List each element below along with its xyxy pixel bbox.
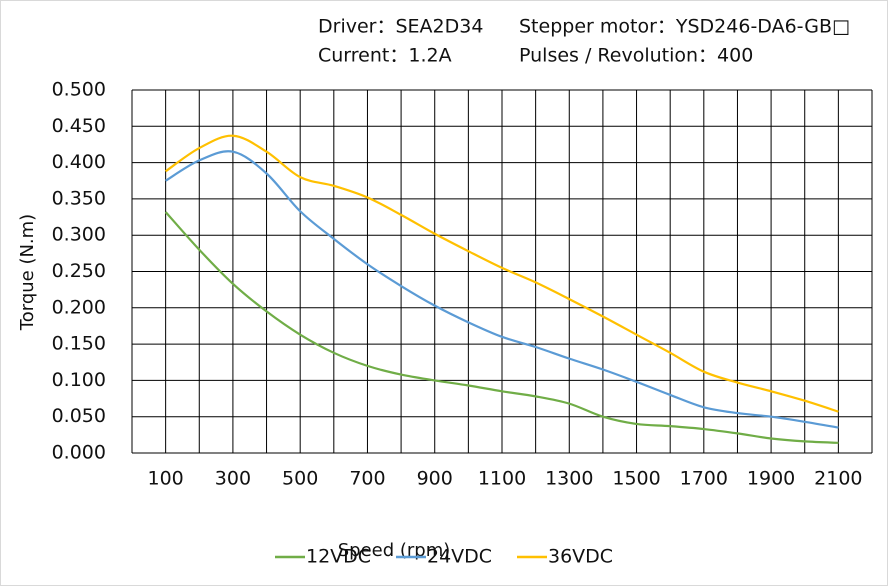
x-tick-label: 1100 bbox=[478, 468, 526, 490]
x-tick-label: 1300 bbox=[545, 468, 593, 490]
x-tick-label: 1900 bbox=[747, 468, 795, 490]
x-tick-label: 700 bbox=[349, 468, 385, 490]
series-line bbox=[165, 134, 839, 413]
y-tick-label: 0.200 bbox=[52, 296, 106, 318]
x-tick-label: 900 bbox=[417, 468, 453, 490]
y-tick-label: 0.250 bbox=[52, 260, 106, 282]
series-line bbox=[164, 211, 839, 444]
header-text: Pulses / Revolution：400 bbox=[519, 45, 753, 67]
y-tick-label: 0.400 bbox=[52, 151, 106, 173]
x-tick-label: 300 bbox=[215, 468, 251, 490]
x-tick-label: 1500 bbox=[612, 468, 660, 490]
y-tick-label: 0.100 bbox=[52, 369, 106, 391]
y-tick-label: 0.050 bbox=[52, 405, 106, 427]
x-tick-label: 100 bbox=[148, 468, 184, 490]
y-tick-label: 0.500 bbox=[52, 79, 106, 101]
y-tick-label: 0.350 bbox=[52, 187, 106, 209]
header-text: Current：1.2A bbox=[318, 45, 452, 67]
x-tick-label: 2100 bbox=[814, 468, 862, 490]
x-tick-label: 500 bbox=[282, 468, 318, 490]
legend-label: 24VDC bbox=[427, 546, 492, 568]
series-line bbox=[165, 150, 839, 429]
legend-label: 12VDC bbox=[306, 546, 371, 568]
x-tick-label: 1700 bbox=[680, 468, 728, 490]
y-tick-label: 0.450 bbox=[52, 115, 106, 137]
header-text: Stepper motor：YSD246-DA6-GB□ bbox=[519, 16, 850, 38]
legend-label: 36VDC bbox=[548, 546, 613, 568]
header-text: Driver：SEA2D34 bbox=[318, 16, 483, 38]
y-tick-label: 0.300 bbox=[52, 224, 106, 246]
y-tick-label: 0.000 bbox=[52, 442, 106, 464]
y-axis-title: Torque (N.m) bbox=[17, 214, 38, 331]
y-tick-label: 0.150 bbox=[52, 333, 106, 355]
